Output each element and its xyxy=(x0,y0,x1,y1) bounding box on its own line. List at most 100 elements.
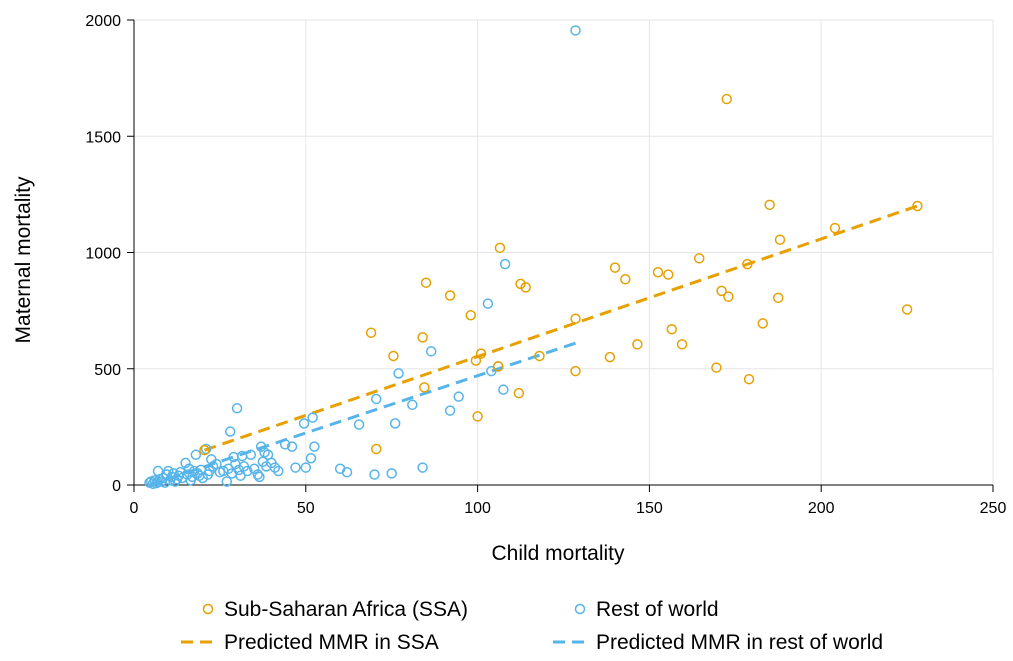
data-point xyxy=(341,466,353,478)
data-point xyxy=(389,418,401,429)
data-point xyxy=(420,277,432,288)
data-points xyxy=(144,25,923,490)
data-point xyxy=(254,471,265,483)
data-point xyxy=(187,471,198,483)
tick-labels: 0 50 100 150 200 250 0 500 1000 1500 2000 xyxy=(85,13,1006,517)
x-axis-title: Child mortality xyxy=(491,542,625,565)
x-tick-label: 50 xyxy=(297,500,315,517)
data-point xyxy=(743,373,755,385)
data-point xyxy=(370,393,382,405)
legend-label: Predicted MMR in SSA xyxy=(224,631,439,654)
grid-lines xyxy=(134,19,994,485)
data-point xyxy=(604,351,616,363)
data-point xyxy=(444,405,456,416)
prediction-lines xyxy=(148,204,918,487)
data-point xyxy=(570,313,581,325)
legend-marker xyxy=(574,603,586,615)
data-point xyxy=(370,443,382,455)
data-point xyxy=(520,282,531,293)
data-point xyxy=(197,472,208,484)
data-point xyxy=(369,469,380,480)
prediction-line xyxy=(203,204,918,452)
data-point xyxy=(663,269,674,280)
data-point xyxy=(716,285,727,297)
data-point xyxy=(231,403,243,414)
data-point xyxy=(273,465,284,477)
data-point xyxy=(286,441,298,452)
data-point xyxy=(279,439,291,450)
data-point xyxy=(388,350,399,362)
legend-label: Sub-Saharan Africa (SSA) xyxy=(224,598,468,621)
data-point xyxy=(242,465,253,477)
data-point xyxy=(515,278,526,290)
x-tick-label: 200 xyxy=(808,500,835,517)
y-tick-label: 0 xyxy=(112,478,121,495)
data-point xyxy=(309,441,320,452)
data-point xyxy=(224,426,236,437)
data-point xyxy=(407,399,418,411)
data-point xyxy=(774,234,786,245)
data-point xyxy=(498,384,509,395)
data-point xyxy=(470,355,482,366)
data-point xyxy=(221,476,233,487)
data-point xyxy=(534,350,545,362)
data-point xyxy=(386,468,397,479)
data-point xyxy=(492,361,504,372)
data-point xyxy=(723,291,734,302)
data-point xyxy=(742,258,753,270)
legend: Sub-Saharan Africa (SSA) Rest of world Pre… xyxy=(181,598,883,654)
data-point xyxy=(353,419,365,430)
y-tick-label: 1000 xyxy=(85,246,121,263)
data-point xyxy=(570,25,581,36)
data-point xyxy=(482,298,494,309)
data-point xyxy=(365,327,377,338)
data-point xyxy=(180,457,191,469)
data-point xyxy=(465,310,476,321)
data-point xyxy=(711,362,722,373)
data-point xyxy=(475,348,487,359)
data-point xyxy=(693,253,705,264)
data-point xyxy=(290,462,301,473)
x-tick-label: 250 xyxy=(980,500,1007,517)
data-point xyxy=(773,292,784,304)
data-point xyxy=(757,318,769,329)
data-point xyxy=(175,466,186,478)
data-point xyxy=(298,418,310,429)
data-point xyxy=(245,449,257,461)
data-point xyxy=(425,346,437,357)
data-point xyxy=(305,453,317,464)
legend-label: Rest of world xyxy=(596,598,719,621)
data-point xyxy=(190,449,202,461)
y-axis-title: Maternal mortality xyxy=(12,176,35,343)
data-point xyxy=(652,267,664,278)
legend-marker xyxy=(202,603,214,615)
data-point xyxy=(307,412,318,423)
data-point xyxy=(200,443,212,455)
x-tick-label: 0 xyxy=(130,500,139,517)
data-point xyxy=(300,462,312,473)
data-point xyxy=(499,258,511,270)
data-point xyxy=(721,93,732,105)
axes xyxy=(127,19,994,492)
y-tick-label: 500 xyxy=(94,362,121,379)
data-point xyxy=(249,463,260,474)
y-tick-label: 1500 xyxy=(85,129,121,146)
data-point xyxy=(417,332,428,343)
data-point xyxy=(570,365,581,377)
y-tick-label: 2000 xyxy=(85,13,121,30)
data-point xyxy=(912,200,923,212)
data-point xyxy=(666,323,677,335)
data-point xyxy=(393,368,404,379)
legend-label: Predicted MMR in rest of world xyxy=(596,631,883,654)
data-point xyxy=(620,273,631,285)
data-point xyxy=(901,304,913,315)
data-point xyxy=(764,199,775,211)
data-point xyxy=(472,411,483,422)
data-point xyxy=(453,391,464,402)
data-point xyxy=(513,387,525,399)
data-point xyxy=(419,382,430,393)
data-point xyxy=(632,339,643,350)
x-tick-label: 150 xyxy=(636,500,663,517)
data-point xyxy=(255,441,267,452)
